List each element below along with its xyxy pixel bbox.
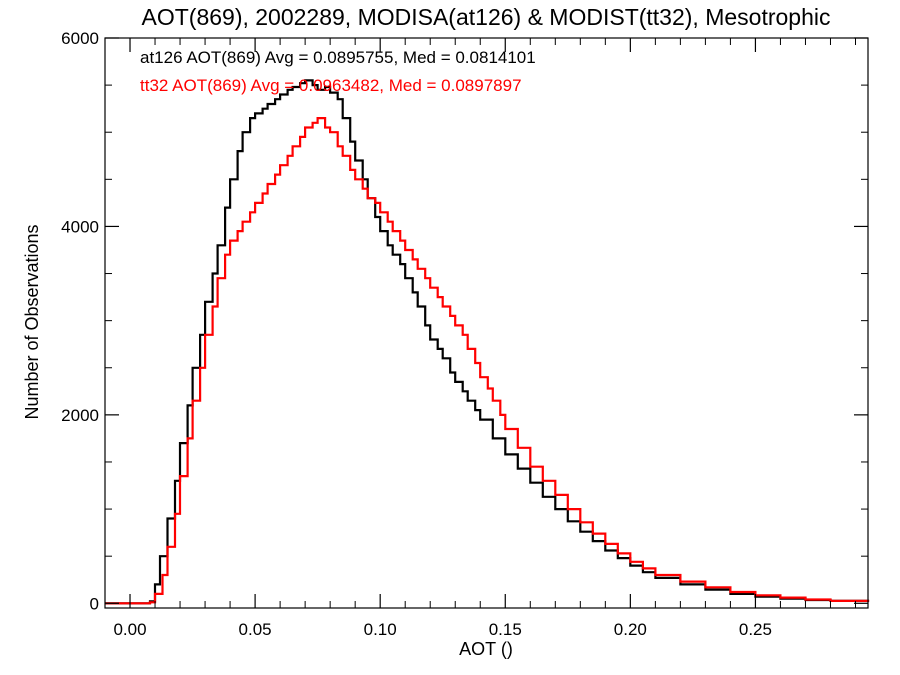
x-tick-label: 0.20 [614,620,647,639]
y-tick-label: 0 [90,594,99,613]
plot-frame [104,37,869,609]
chart-title: AOT(869), 2002289, MODISA(at126) & MODIS… [142,4,831,30]
y-axis: 0 2000 4000 6000 [61,29,868,613]
x-tick-label: 0.15 [489,620,522,639]
series-line-at126 [105,79,870,605]
y-tick-label: 4000 [61,217,99,236]
x-axis-label: AOT () [459,639,513,659]
x-tick-label: 0.00 [113,620,146,639]
y-axis-label: Number of Observations [22,224,42,419]
legend: at126 AOT(869) Avg = 0.0895755, Med = 0.… [140,48,536,95]
x-tick-label: 0.10 [364,620,397,639]
plot-area [104,37,870,609]
y-tick-label: 2000 [61,406,99,425]
x-tick-label: 0.25 [739,620,772,639]
x-tick-label: 0.05 [239,620,272,639]
legend-entry-tt32: tt32 AOT(869) Avg = 0.0963482, Med = 0.0… [140,76,522,95]
legend-entry-at126: at126 AOT(869) Avg = 0.0895755, Med = 0.… [140,48,536,67]
series-line-tt32 [105,117,870,605]
x-axis: 0.00 0.05 0.10 0.15 0.20 0.25 [113,38,856,639]
y-tick-label: 6000 [61,29,99,48]
